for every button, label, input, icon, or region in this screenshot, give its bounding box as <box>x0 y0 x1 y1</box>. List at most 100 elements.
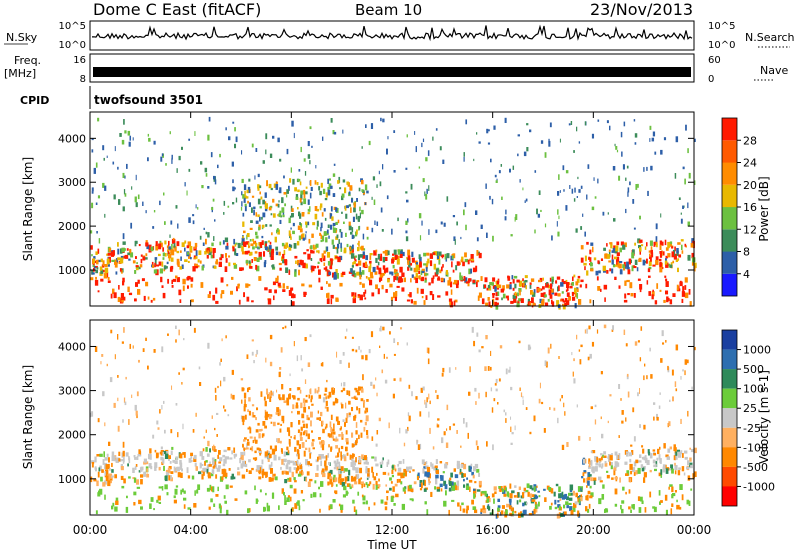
power-cell <box>551 279 554 285</box>
power-cell <box>420 288 424 294</box>
velocity-cell <box>91 462 94 468</box>
power-cell <box>509 282 512 285</box>
velocity-cell <box>111 455 115 462</box>
velocity-cell <box>514 510 517 514</box>
power-cell <box>452 253 456 259</box>
velocity-cell <box>430 462 432 467</box>
velocity-cell <box>364 410 367 414</box>
velocity-cell <box>340 426 342 430</box>
velocity-cell <box>480 511 483 514</box>
power-cell <box>117 248 120 255</box>
power-cell <box>656 243 658 248</box>
power-cell <box>167 251 170 255</box>
velocity-cell <box>289 484 293 489</box>
velocity-cell <box>211 457 215 461</box>
power-cell <box>378 170 380 175</box>
power-cell <box>144 257 148 260</box>
power-cell <box>318 186 321 191</box>
power-cell <box>277 137 280 143</box>
power-cell <box>650 246 653 250</box>
power-cell <box>316 226 319 230</box>
velocity-cell <box>526 502 528 505</box>
power-colorbar-tick-label: 8 <box>743 246 750 259</box>
power-colorbar-segment <box>722 140 737 163</box>
velocity-cell <box>288 393 291 400</box>
velocity-cell <box>660 469 663 475</box>
power-cell <box>442 264 444 268</box>
velocity-cell <box>213 444 215 450</box>
velocity-cell <box>183 490 186 494</box>
power-cell <box>137 279 140 284</box>
velocity-cell <box>233 454 236 459</box>
power-cell <box>127 286 130 292</box>
power-cell <box>393 249 397 255</box>
velocity-cell <box>245 447 249 450</box>
power-cell <box>248 178 251 182</box>
power-cell <box>437 295 441 298</box>
velocity-cell <box>135 410 138 416</box>
power-cell <box>217 164 219 169</box>
velocity-cell <box>397 342 399 346</box>
power-cell <box>199 235 202 240</box>
power-cell <box>258 251 262 258</box>
velocity-cell <box>621 420 624 424</box>
velocity-cell <box>510 507 514 512</box>
power-cell <box>305 234 307 240</box>
velocity-ylabel: Slant Range [km] <box>21 365 35 469</box>
velocity-cell <box>241 454 244 461</box>
velocity-cell <box>687 460 690 466</box>
velocity-cell <box>625 417 627 422</box>
velocity-cell <box>179 466 183 470</box>
velocity-cell <box>329 504 333 510</box>
velocity-cell <box>275 412 279 415</box>
power-cell <box>90 230 93 234</box>
velocity-cell <box>136 414 138 419</box>
velocity-cell <box>425 402 428 408</box>
velocity-cell <box>442 367 445 373</box>
velocity-cell <box>545 361 548 368</box>
velocity-cell <box>419 488 423 491</box>
velocity-cell <box>474 509 478 514</box>
power-cell <box>226 242 229 249</box>
velocity-cell <box>393 378 396 381</box>
power-cell <box>405 230 408 234</box>
power-cell <box>538 279 542 283</box>
power-cell <box>372 176 376 181</box>
power-cell <box>421 270 425 274</box>
velocity-cell <box>256 447 260 451</box>
power-cell <box>650 249 653 254</box>
velocity-cell <box>522 395 524 399</box>
power-colorbar-tick-label: 20 <box>743 179 757 192</box>
power-cell <box>282 259 285 264</box>
power-cell <box>405 167 408 170</box>
power-cell <box>462 261 465 267</box>
power-cell <box>201 265 204 271</box>
power-cell <box>470 254 474 260</box>
power-cell <box>161 153 164 157</box>
power-cell <box>309 192 312 199</box>
velocity-cell <box>300 426 303 431</box>
velocity-cell <box>324 426 327 430</box>
power-cell <box>255 231 258 236</box>
velocity-cell <box>164 475 168 482</box>
velocity-colorbar-segment <box>722 369 737 389</box>
power-cell <box>320 203 323 208</box>
power-cell <box>245 196 249 199</box>
velocity-cell <box>223 405 225 409</box>
power-cell <box>102 145 105 151</box>
power-cell <box>122 296 126 301</box>
power-cell <box>330 298 333 305</box>
power-cell <box>135 256 137 259</box>
power-cell <box>340 231 343 238</box>
power-cell <box>299 213 302 219</box>
power-cell <box>259 185 262 189</box>
velocity-cell <box>478 480 482 487</box>
velocity-cell <box>160 446 163 450</box>
power-cell <box>274 236 277 243</box>
velocity-cell <box>638 507 642 513</box>
power-cell <box>364 289 367 294</box>
velocity-cell <box>480 508 483 513</box>
power-cell <box>575 281 579 286</box>
